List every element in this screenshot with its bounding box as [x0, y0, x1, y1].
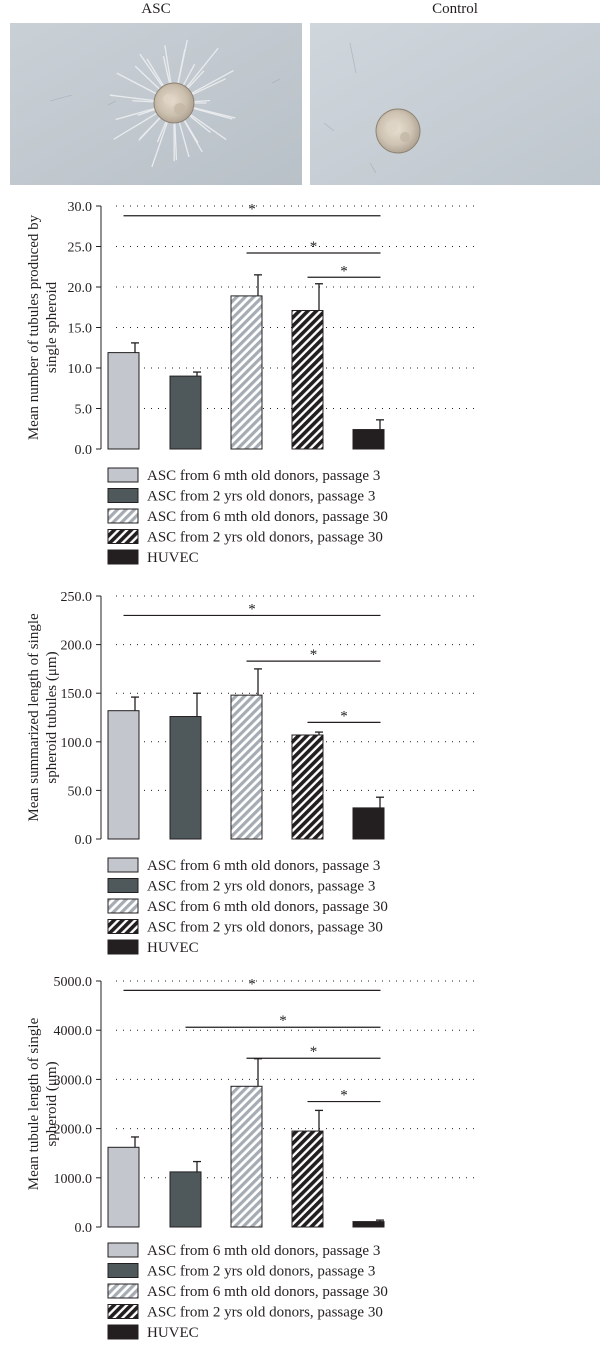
y-tick-label: 5000.0 — [54, 975, 93, 990]
significance-marker: * — [279, 1013, 287, 1029]
chart-tubule-length: Mean tubule length of single spheroid (μm… — [26, 975, 480, 1341]
legend-swatch — [107, 1304, 139, 1319]
control-spheroid-photo — [310, 23, 600, 185]
legend-label: ASC from 2 yrs old donors, passage 30 — [147, 530, 383, 546]
bar — [107, 352, 140, 450]
y-tick-label: 50.0 — [68, 784, 93, 799]
y-axis-label-line: Mean tubule length of single — [26, 1017, 42, 1190]
asc-spheroid-photo — [10, 23, 302, 185]
legend-swatch — [107, 898, 139, 914]
bar — [352, 807, 385, 840]
y-tick-label: 5.0 — [75, 403, 93, 418]
legend-label: ASC from 6 mth old donors, passage 3 — [147, 858, 380, 874]
y-tick-label: 0.0 — [75, 1221, 93, 1236]
significance-marker: * — [340, 1088, 348, 1104]
bar — [169, 716, 202, 840]
legend-label: HUVEC — [147, 550, 199, 566]
y-tick-label: 100.0 — [61, 736, 93, 751]
legend-label: ASC from 2 yrs old donors, passage 3 — [147, 489, 375, 505]
significance-marker: * — [340, 263, 348, 279]
y-axis-label-line: spheroid (μm) — [44, 1061, 60, 1146]
legend-label: HUVEC — [147, 1325, 199, 1341]
bar — [230, 1085, 263, 1228]
legend-swatch — [107, 549, 139, 565]
y-tick-label: 25.0 — [68, 241, 93, 256]
y-axis-label: Mean number of tubules produced by single… — [26, 214, 60, 440]
photo-label-control: Control — [432, 1, 478, 17]
legend-label: ASC from 2 yrs old donors, passage 30 — [147, 1305, 383, 1321]
legend-swatch — [107, 1242, 139, 1258]
y-tick-label: 15.0 — [68, 322, 93, 337]
y-tick-label: 4000.0 — [54, 1024, 93, 1039]
bar — [230, 295, 263, 450]
significance-marker: * — [310, 239, 318, 255]
y-axis-label-line: spheroid tubules (μm) — [44, 651, 60, 783]
y-axis-label-line: Mean number of tubules produced by — [26, 214, 42, 440]
bar — [107, 1146, 140, 1228]
bar — [291, 1130, 324, 1228]
legend-swatch — [107, 939, 139, 955]
legend-swatch — [107, 1283, 139, 1299]
bar — [352, 1221, 385, 1228]
y-tick-label: 150.0 — [61, 687, 93, 702]
legend-swatch — [107, 1263, 139, 1278]
legend-label: ASC from 6 mth old donors, passage 30 — [147, 509, 388, 525]
photo-label-asc: ASC — [141, 1, 171, 17]
legend-label: ASC from 2 yrs old donors, passage 30 — [147, 920, 383, 936]
y-tick-label: 10.0 — [68, 362, 93, 377]
legend-swatch — [107, 488, 139, 503]
y-axis-label: Mean tubule length of single spheroid (μm… — [26, 1017, 60, 1190]
bar — [169, 375, 202, 450]
y-axis-label-line: Mean summarized length of single — [26, 613, 42, 822]
bar — [352, 429, 385, 450]
legend-label: ASC from 6 mth old donors, passage 30 — [147, 899, 388, 915]
legend-label: ASC from 2 yrs old donors, passage 3 — [147, 879, 375, 895]
legend-swatch — [107, 467, 139, 483]
significance-marker: * — [310, 647, 318, 663]
legend-swatch — [107, 919, 139, 934]
y-axis-label-line: single spheroid — [44, 281, 60, 373]
y-tick-label: 3000.0 — [54, 1073, 93, 1088]
significance-marker: * — [340, 708, 348, 724]
chart-summarized-length: Mean summarized length of single spheroid… — [26, 590, 480, 956]
legend-label: ASC from 6 mth old donors, passage 3 — [147, 1243, 380, 1259]
bar — [291, 309, 324, 450]
bar — [291, 734, 324, 840]
legend-label: ASC from 6 mth old donors, passage 3 — [147, 468, 380, 484]
y-tick-label: 30.0 — [68, 200, 93, 215]
significance-marker: * — [248, 601, 256, 617]
y-tick-label: 20.0 — [68, 281, 93, 296]
legend-label: HUVEC — [147, 940, 199, 956]
legend-swatch — [107, 857, 139, 873]
chart-tubule-count: Mean number of tubules produced by single… — [26, 200, 480, 566]
legend-swatch — [107, 878, 139, 893]
bar — [230, 694, 263, 840]
legend-swatch — [107, 529, 139, 544]
y-tick-label: 0.0 — [75, 443, 93, 458]
significance-marker: * — [248, 202, 256, 218]
y-tick-label: 1000.0 — [54, 1172, 93, 1187]
y-tick-label: 200.0 — [61, 639, 93, 654]
y-tick-label: 2000.0 — [54, 1123, 93, 1138]
legend-label: ASC from 6 mth old donors, passage 30 — [147, 1284, 388, 1300]
legend-swatch — [107, 1324, 139, 1340]
bar — [169, 1171, 202, 1228]
y-tick-label: 250.0 — [61, 590, 93, 605]
y-tick-label: 0.0 — [75, 833, 93, 848]
bar — [107, 710, 140, 840]
significance-marker: * — [310, 1044, 318, 1060]
significance-marker: * — [248, 976, 256, 992]
legend-label: ASC from 2 yrs old donors, passage 3 — [147, 1264, 375, 1280]
y-axis-label: Mean summarized length of single spheroid… — [26, 613, 60, 822]
legend-swatch — [107, 508, 139, 524]
